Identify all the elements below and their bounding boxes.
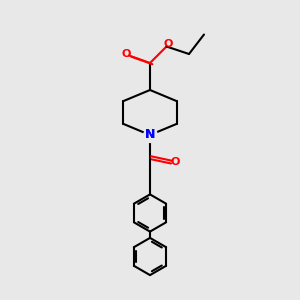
Text: N: N	[145, 128, 155, 142]
Text: O: O	[122, 49, 131, 59]
Text: O: O	[163, 38, 173, 49]
Text: N: N	[145, 128, 155, 142]
Text: O: O	[171, 157, 180, 167]
